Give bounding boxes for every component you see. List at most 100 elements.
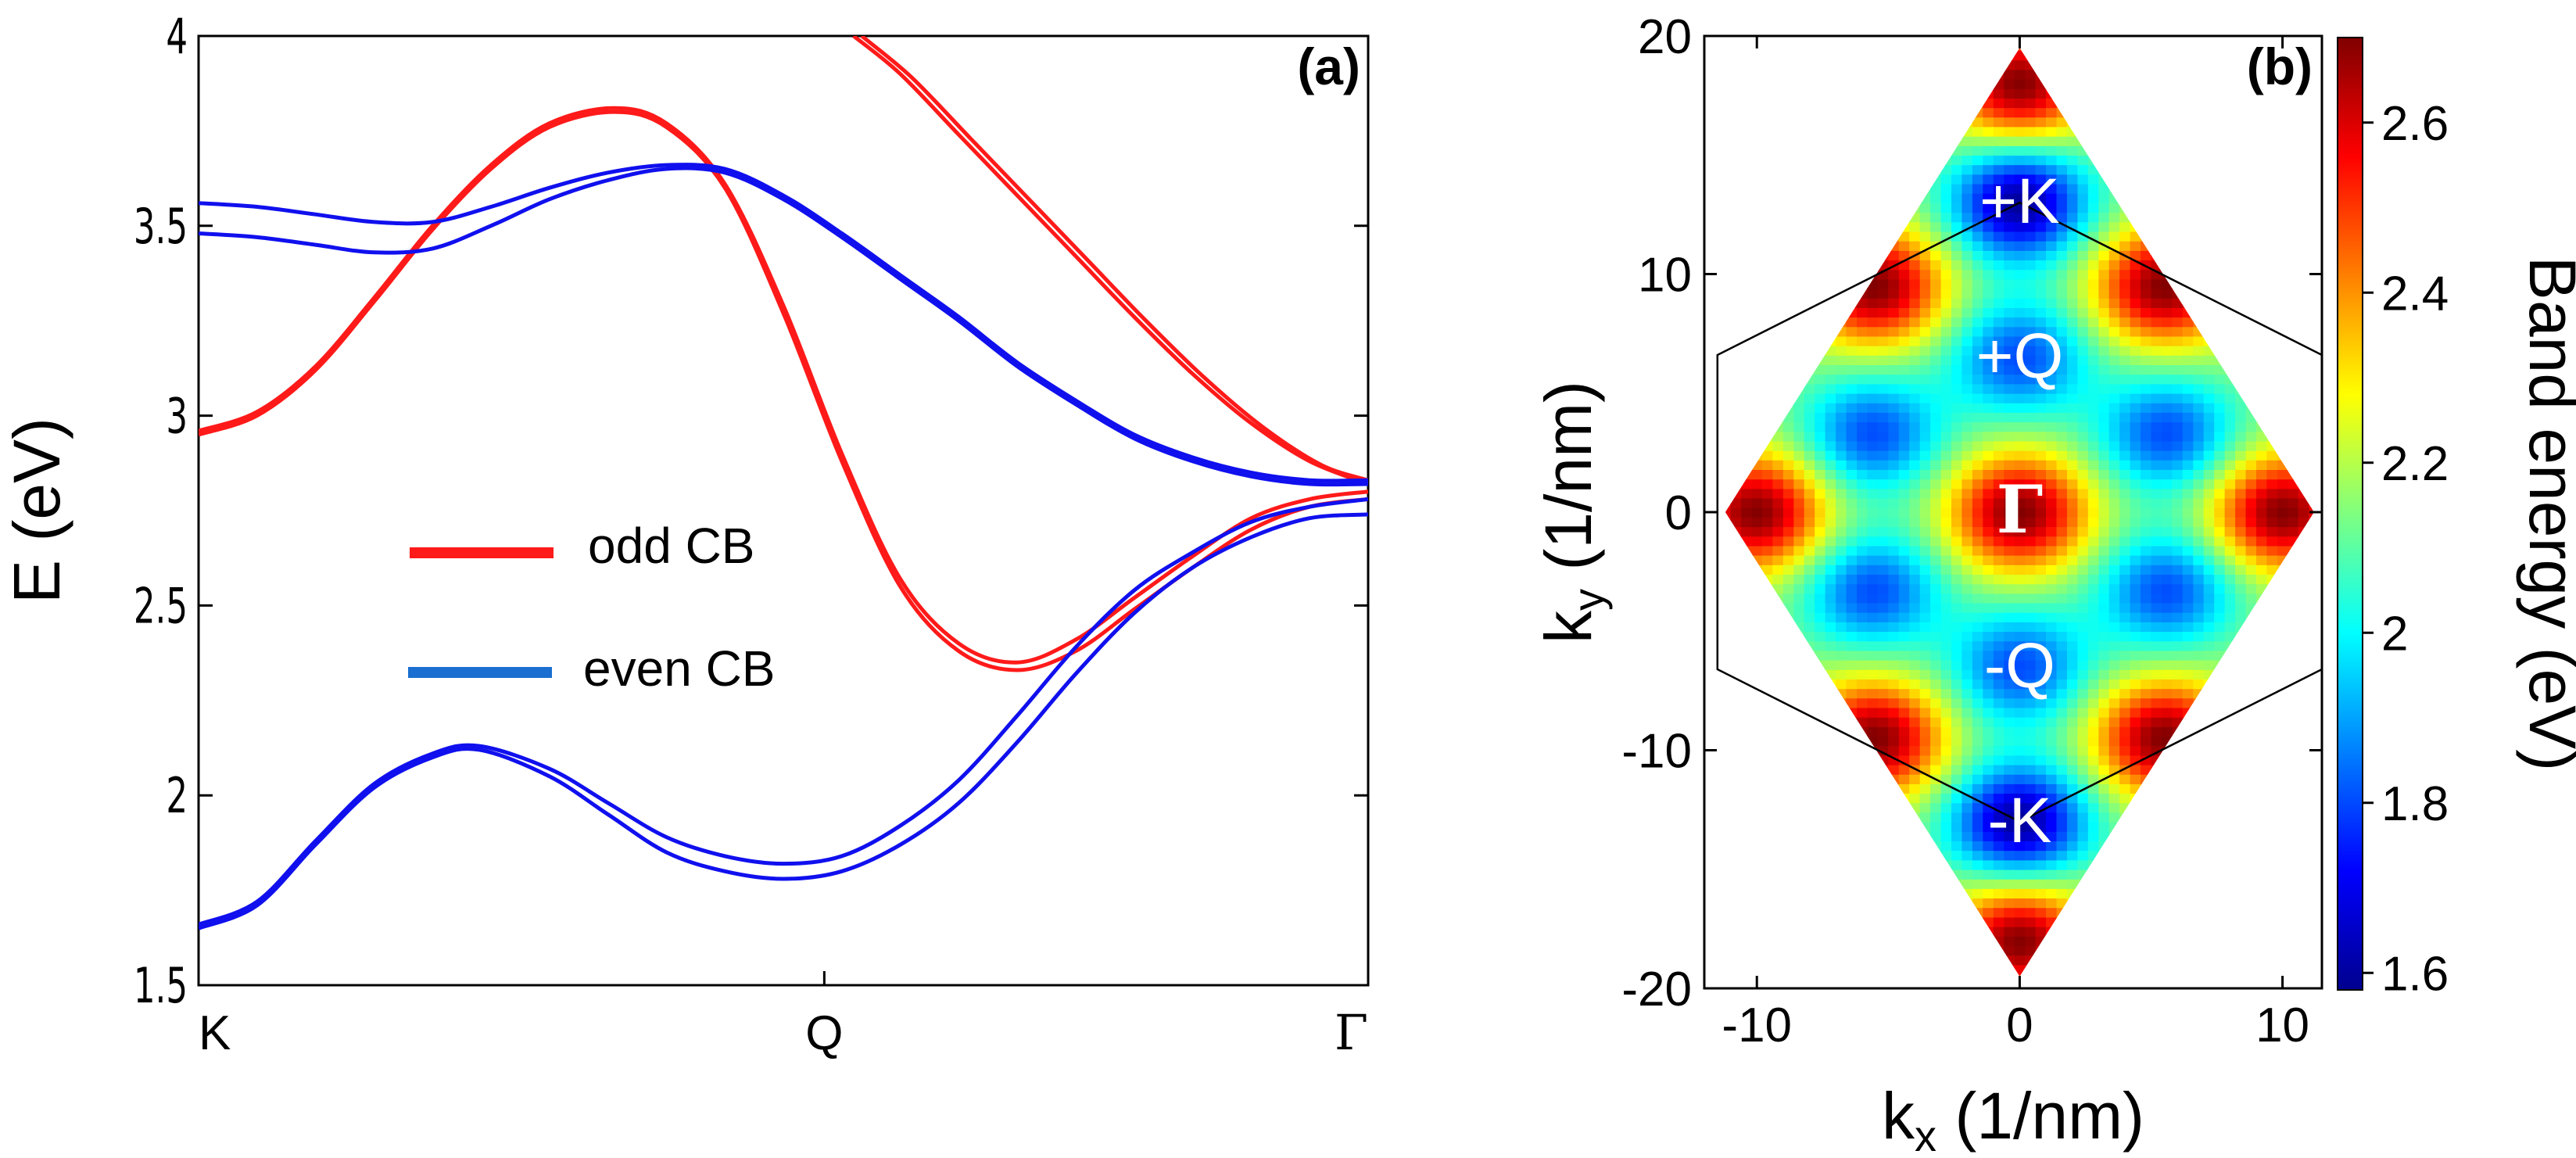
heatmap-cell (1815, 831, 1826, 841)
heatmap-cell (2182, 869, 2194, 880)
heatmap-cell (2046, 964, 2058, 975)
heatmap-cell (2224, 526, 2236, 537)
heatmap-cell (2035, 107, 2047, 118)
heatmap-cell (1793, 659, 1805, 670)
heatmap-cell (1993, 869, 2005, 880)
heatmap-cell (2066, 764, 2079, 775)
heatmap-cell (1815, 98, 1826, 109)
heatmap-cell (1993, 964, 2005, 975)
heatmap-cell (2203, 955, 2215, 966)
heatmap-cell (1804, 269, 1815, 280)
heatmap-cell (2214, 135, 2226, 146)
heatmap-cell (2182, 650, 2194, 661)
heatmap-cell (1725, 326, 1732, 337)
heatmap-cell (2161, 231, 2173, 242)
heatmap-cell (1772, 298, 1784, 308)
heatmap-cell (2087, 926, 2099, 937)
heatmap-cell (1930, 450, 1942, 461)
heatmap-cell (1804, 174, 1815, 185)
heatmap-cell (1909, 574, 1921, 585)
heatmap-cell (2004, 593, 2015, 604)
heatmap-cell (2087, 212, 2099, 223)
heatmap-cell (2224, 631, 2236, 642)
heatmap-cell (2066, 936, 2079, 946)
heatmap-cell (2119, 212, 2131, 223)
heatmap-cell (2046, 783, 2058, 794)
heatmap-cell (1782, 203, 1795, 213)
heatmap-cell (2056, 640, 2068, 651)
heatmap-cell (2077, 269, 2089, 280)
heatmap-cell (2235, 669, 2247, 679)
heatmap-cell (1919, 736, 1931, 747)
heatmap-cell (2161, 402, 2173, 413)
heatmap-cell (1846, 945, 1858, 956)
heatmap-cell (2119, 50, 2131, 61)
heatmap-cell (2130, 135, 2141, 146)
heatmap-cell (2004, 898, 2015, 909)
heatmap-cell (1857, 117, 1868, 127)
heatmap-cell (1730, 412, 1742, 423)
heatmap-cell (2077, 183, 2089, 194)
heatmap-cell (2141, 183, 2152, 194)
heatmap-cell (1846, 964, 1858, 975)
heatmap-cell (1836, 688, 1847, 699)
heatmap-cell (2035, 48, 2047, 52)
heatmap-cell (2203, 916, 2215, 927)
heatmap-cell (1909, 412, 1921, 423)
heatmap-cell (2130, 945, 2141, 956)
heatmap-cell (2077, 878, 2089, 889)
heatmap-cell (2066, 716, 2079, 727)
heatmap-cell (1793, 517, 1805, 528)
heatmap-cell (1940, 755, 1952, 765)
heatmap-cell (1762, 278, 1774, 289)
heatmap-cell (2098, 164, 2110, 175)
heatmap-cell (2141, 288, 2152, 299)
heatmap-cell (2214, 622, 2226, 633)
heatmap-cell (2098, 221, 2110, 232)
heatmap-cell (2108, 545, 2120, 556)
heatmap-cell (1836, 565, 1847, 575)
heatmap-cell (1972, 364, 1984, 375)
heatmap-cell (2119, 288, 2131, 299)
heatmap-cell (2035, 402, 2047, 413)
heatmap-cell (2098, 554, 2110, 565)
heatmap-cell (1751, 250, 1763, 260)
heatmap-cell (1772, 650, 1784, 661)
heatmap-cell (1888, 631, 1900, 642)
heatmap-cell (1741, 412, 1753, 423)
heatmap-cell (1888, 78, 1900, 89)
heatmap-cell (2151, 907, 2162, 918)
heatmap-cell (1877, 545, 1890, 556)
heatmap-cell (2046, 421, 2058, 432)
heatmap-cell (1825, 936, 1836, 946)
heatmap-cell (2098, 355, 2110, 365)
heatmap-cell (2224, 345, 2236, 356)
heatmap-cell (2172, 812, 2184, 823)
heatmap-cell (2014, 126, 2026, 137)
heatmap-cell (1909, 507, 1921, 518)
heatmap-cell (1836, 973, 1847, 977)
heatmap-cell (1940, 574, 1952, 585)
heatmap-cell (2087, 460, 2099, 470)
heatmap-cell (1983, 574, 1994, 585)
heatmap-cell (2108, 831, 2120, 841)
heatmap-cell (2119, 298, 2131, 308)
heatmap-cell (1825, 326, 1836, 337)
heatmap-cell (1857, 850, 1868, 861)
heatmap-cell (2214, 469, 2226, 480)
heatmap-cell (1804, 288, 1815, 299)
heatmap-cell (2141, 164, 2152, 175)
heatmap-cell (2193, 335, 2205, 346)
heatmap-cell (2214, 164, 2226, 175)
heatmap-cell (2087, 526, 2099, 537)
heatmap-cell (2130, 221, 2141, 232)
heatmap-cell (2224, 48, 2236, 52)
heatmap-cell (2182, 355, 2194, 365)
heatmap-cell (2172, 250, 2184, 260)
heatmap-cell (1782, 726, 1795, 737)
heatmap-cell (2066, 393, 2079, 403)
heatmap-cell (1962, 841, 1973, 851)
heatmap-cell (2130, 440, 2141, 451)
heatmap-cell (1888, 526, 1900, 537)
heatmap-cell (2077, 278, 2089, 289)
